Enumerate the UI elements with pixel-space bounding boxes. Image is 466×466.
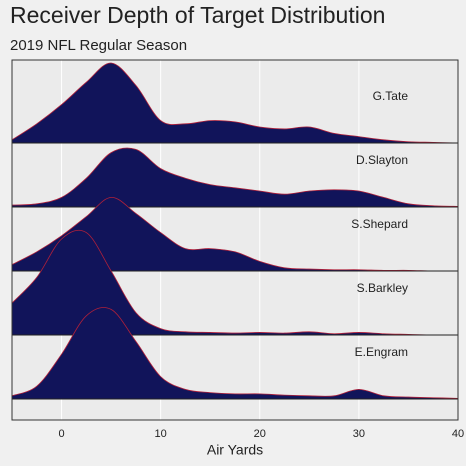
- ridge-label: E.Engram: [355, 345, 408, 359]
- x-tick-label: 30: [353, 428, 365, 440]
- chart-subtitle: 2019 NFL Regular Season: [10, 37, 187, 54]
- ridge: [11, 62, 459, 144]
- ridge: [11, 147, 459, 208]
- x-tick-label: 20: [254, 428, 266, 440]
- x-axis-label: Air Yards: [207, 442, 263, 458]
- x-tick-label: 0: [58, 428, 64, 440]
- ridge-label: G.Tate: [373, 89, 409, 103]
- ridge-label: D.Slayton: [356, 153, 408, 167]
- ridge: [11, 196, 459, 272]
- panel-border: [11, 59, 459, 421]
- ridge: [11, 229, 459, 336]
- x-tick-label: 40: [452, 428, 464, 440]
- ridge-label: S.Shepard: [351, 217, 408, 231]
- ridge: [11, 307, 459, 400]
- x-tick-label: 10: [155, 428, 167, 440]
- chart-title: Receiver Depth of Target Distribution: [10, 2, 385, 28]
- ridge-label: S.Barkley: [357, 281, 408, 295]
